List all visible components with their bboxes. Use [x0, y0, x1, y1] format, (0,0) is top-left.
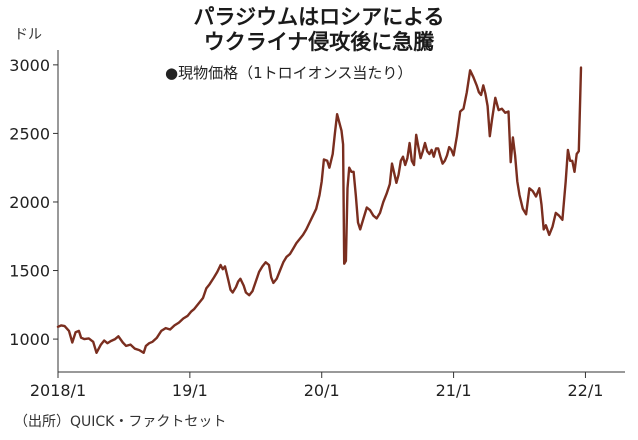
axes-group: [53, 50, 625, 378]
y-axis-unit-label: ドル: [14, 27, 42, 43]
y-tick-label: 3000: [9, 56, 50, 75]
chart-title-line-2: ウクライナ侵攻後に急騰: [203, 30, 435, 54]
series-group: [56, 66, 583, 354]
price-series-line: [56, 66, 583, 354]
x-tick-label: 22/1: [567, 381, 603, 400]
x-tick-label: 21/1: [436, 381, 472, 400]
y-tick-label: 1500: [9, 262, 50, 281]
chart-title-line-1: パラジウムはロシアによる: [193, 5, 445, 29]
source-note: （出所）QUICK・ファクトセット: [14, 414, 227, 430]
chart-subtitle: ●現物価格（1トロイオンス当たり）: [165, 64, 413, 82]
x-tick-labels: 2018/1 19/1 20/1 21/1 22/1: [30, 381, 604, 400]
y-tick-label: 2500: [9, 124, 50, 143]
x-tick-label: 2018/1: [30, 381, 86, 400]
y-tick-labels: 1000 1500 2000 2500 3000: [9, 56, 50, 349]
x-tick-label: 20/1: [304, 381, 340, 400]
x-tick-label: 19/1: [172, 381, 208, 400]
y-tick-label: 2000: [9, 193, 50, 212]
y-tick-label: 1000: [9, 330, 50, 349]
